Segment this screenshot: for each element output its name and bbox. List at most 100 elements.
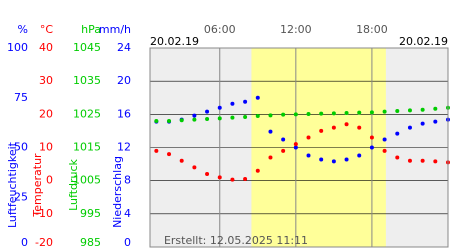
data-point (205, 109, 210, 114)
data-point (230, 177, 235, 182)
footer: Erstellt: 12.05.2025 11:11 (164, 234, 308, 247)
data-point (293, 112, 298, 117)
axis-title: Luftdruck (67, 158, 80, 210)
data-point (331, 159, 336, 164)
y-tick-label: 985 (80, 236, 101, 249)
data-point (420, 121, 425, 126)
data-point (319, 157, 324, 162)
data-point (382, 148, 387, 153)
data-point (293, 142, 298, 147)
y-tick-label: 0 (46, 174, 53, 187)
data-point (306, 153, 311, 158)
x-tick-label: 18:00 (356, 23, 388, 36)
data-point (255, 95, 260, 100)
axis-unit: °C (40, 23, 54, 36)
data-point (243, 177, 248, 182)
data-point (205, 172, 210, 177)
data-point (420, 158, 425, 163)
data-point (167, 152, 172, 157)
data-point (154, 148, 159, 153)
data-point (382, 109, 387, 114)
data-point (420, 107, 425, 112)
y-tick-label: 75 (14, 91, 28, 104)
data-point (268, 113, 273, 118)
data-point (369, 135, 374, 140)
data-point (217, 175, 222, 180)
data-point (407, 108, 412, 113)
data-point (192, 165, 197, 170)
data-point (357, 110, 362, 115)
data-point (217, 116, 222, 121)
data-point (255, 113, 260, 118)
data-point (344, 157, 349, 162)
data-point (179, 118, 184, 123)
data-point (357, 153, 362, 158)
y-tick-label: -20 (35, 236, 53, 249)
data-point (331, 125, 336, 130)
data-point (306, 112, 311, 117)
data-point (281, 148, 286, 153)
data-point (230, 101, 235, 106)
y-tick-label: 12 (117, 141, 131, 154)
x-tick-label: 12:00 (280, 23, 312, 36)
y-tick-label: 1025 (73, 107, 101, 120)
axis-unit: hPa (81, 23, 101, 36)
data-point (344, 111, 349, 116)
data-point (433, 106, 438, 111)
data-point (319, 128, 324, 133)
data-point (281, 137, 286, 142)
y-tick-label: 4 (124, 207, 131, 220)
data-point (179, 158, 184, 163)
axis-title: Temperatur (31, 153, 44, 218)
data-point (382, 137, 387, 142)
data-point (395, 155, 400, 160)
data-point (433, 119, 438, 124)
y-tick-label: 25 (14, 190, 28, 203)
y-tick-label: 1035 (73, 74, 101, 87)
axis-unit: mm/h (99, 23, 131, 36)
axis-title: Luftfeuchtigkeit (6, 141, 19, 228)
y-tick-label: 30 (39, 74, 53, 87)
y-tick-label: 8 (124, 174, 131, 187)
y-tick-label: -10 (35, 207, 53, 220)
data-point (369, 145, 374, 150)
data-point (281, 112, 286, 117)
data-point (344, 122, 349, 127)
y-tick-label: 24 (117, 41, 131, 54)
data-point (407, 158, 412, 163)
data-point (243, 114, 248, 119)
data-point (369, 110, 374, 115)
data-point (293, 145, 298, 150)
data-point (331, 111, 336, 116)
data-point (357, 125, 362, 130)
y-tick-label: 20 (39, 107, 53, 120)
y-tick-label: 16 (117, 107, 131, 120)
y-tick-label: 0 (21, 236, 28, 249)
data-point (192, 113, 197, 118)
data-point (154, 118, 159, 123)
y-tick-label: 1045 (73, 41, 101, 54)
y-tick-label: 20 (117, 74, 131, 87)
data-point (205, 116, 210, 121)
axis-unit: % (18, 23, 28, 36)
y-tick-label: 995 (80, 207, 101, 220)
data-point (433, 159, 438, 164)
y-tick-label: 1015 (73, 141, 101, 154)
data-point (243, 99, 248, 104)
data-point (230, 115, 235, 120)
y-tick-label: 0 (124, 236, 131, 249)
axis-title: Niederschlag (111, 156, 124, 228)
y-tick-label: 40 (39, 41, 53, 54)
data-point (268, 129, 273, 134)
data-point (268, 155, 273, 160)
date-right: 20.02.19 (399, 35, 448, 48)
data-point (217, 105, 222, 110)
plot-frame (149, 47, 449, 248)
data-point (306, 135, 311, 140)
data-point (319, 111, 324, 116)
data-point (192, 117, 197, 122)
x-tick-label: 06:00 (204, 23, 236, 36)
y-tick-label: 100 (7, 41, 28, 54)
data-point (167, 118, 172, 123)
